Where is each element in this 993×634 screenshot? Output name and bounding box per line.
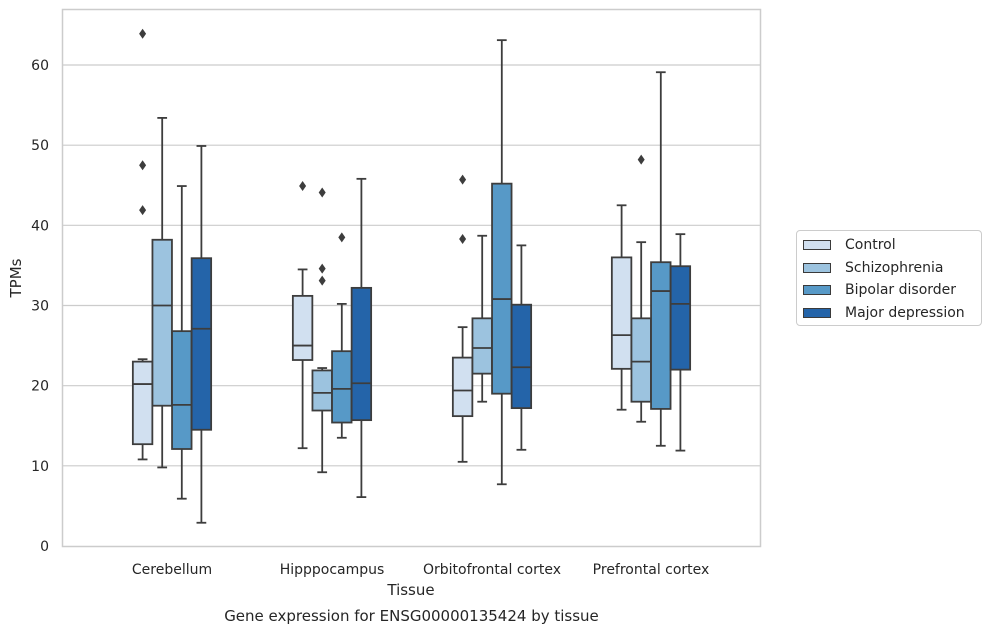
box-body bbox=[131, 360, 154, 446]
box bbox=[669, 233, 692, 452]
outlier-point bbox=[139, 160, 147, 171]
box bbox=[650, 71, 672, 447]
box bbox=[471, 234, 493, 403]
box bbox=[331, 232, 353, 439]
box-body bbox=[311, 369, 333, 412]
box bbox=[291, 181, 314, 450]
box bbox=[491, 39, 513, 486]
legend-label: Schizophrenia bbox=[845, 259, 944, 276]
outlier-point bbox=[637, 154, 645, 165]
outlier-point bbox=[459, 174, 467, 185]
legend-swatch bbox=[803, 240, 831, 251]
box-body bbox=[650, 261, 672, 410]
y-tick-label: 50 bbox=[31, 138, 49, 154]
legend-item: Major depression bbox=[803, 302, 981, 325]
box bbox=[451, 174, 474, 463]
box-body bbox=[331, 350, 353, 424]
box-groups bbox=[131, 28, 692, 524]
box-body bbox=[491, 182, 513, 395]
y-tick-label: 30 bbox=[31, 299, 49, 315]
box-body bbox=[510, 303, 533, 410]
box-body bbox=[610, 256, 633, 370]
legend-label: Control bbox=[845, 237, 896, 254]
legend-swatch bbox=[803, 307, 831, 318]
plot-frame bbox=[61, 8, 762, 548]
box bbox=[630, 154, 652, 423]
y-tick-label: 40 bbox=[31, 218, 49, 234]
y-tick-label: 60 bbox=[31, 58, 49, 74]
x-tick-label: Orbitofrontal cortex bbox=[423, 562, 561, 578]
outlier-point bbox=[139, 28, 147, 39]
box bbox=[131, 28, 154, 461]
legend: Control Schizophrenia Bipolar disorder Majo… bbox=[796, 230, 982, 326]
box-body bbox=[291, 294, 314, 361]
outlier-point bbox=[299, 181, 307, 192]
x-tick-labels: Cerebellum Hipppocampus Orbitofrontal cort… bbox=[132, 562, 709, 578]
chart-caption: Gene expression for ENSG00000135424 by t… bbox=[224, 607, 599, 625]
y-tick-label: 0 bbox=[40, 539, 49, 555]
box-body bbox=[151, 238, 173, 407]
legend-swatch bbox=[803, 262, 831, 273]
legend-label: Major depression bbox=[845, 304, 965, 321]
box-body bbox=[350, 286, 373, 422]
box bbox=[610, 204, 633, 411]
legend-label: Bipolar disorder bbox=[845, 282, 957, 299]
box-body bbox=[190, 257, 213, 431]
x-tick-label: Cerebellum bbox=[132, 562, 212, 578]
outlier-point bbox=[338, 232, 346, 243]
box bbox=[311, 187, 333, 474]
box-body bbox=[171, 330, 193, 450]
box-body bbox=[451, 356, 474, 418]
y-tick-label: 20 bbox=[31, 379, 49, 395]
box bbox=[151, 117, 173, 469]
legend-swatch bbox=[803, 285, 831, 296]
box-body bbox=[471, 317, 493, 375]
x-axis-label: Tissue bbox=[386, 581, 434, 599]
x-tick-label: Prefrontal cortex bbox=[593, 562, 710, 578]
box-body bbox=[669, 265, 692, 371]
x-tick-label: Hipppocampus bbox=[280, 562, 385, 578]
box bbox=[190, 145, 213, 524]
box bbox=[510, 244, 533, 451]
box-body bbox=[630, 317, 652, 403]
box bbox=[350, 177, 373, 498]
legend-item: Schizophrenia bbox=[803, 257, 981, 280]
box bbox=[171, 185, 193, 500]
outlier-point bbox=[139, 205, 147, 216]
legend-item: Bipolar disorder bbox=[803, 279, 981, 302]
outlier-point bbox=[318, 275, 326, 286]
legend-item: Control bbox=[803, 234, 981, 257]
outlier-point bbox=[459, 233, 467, 244]
y-axis-label: TPMs bbox=[7, 258, 25, 298]
y-tick-labels: 0 10 20 30 40 50 60 bbox=[31, 58, 49, 555]
outlier-point bbox=[318, 187, 326, 198]
y-tick-label: 10 bbox=[31, 459, 49, 475]
outlier-point bbox=[318, 263, 326, 274]
